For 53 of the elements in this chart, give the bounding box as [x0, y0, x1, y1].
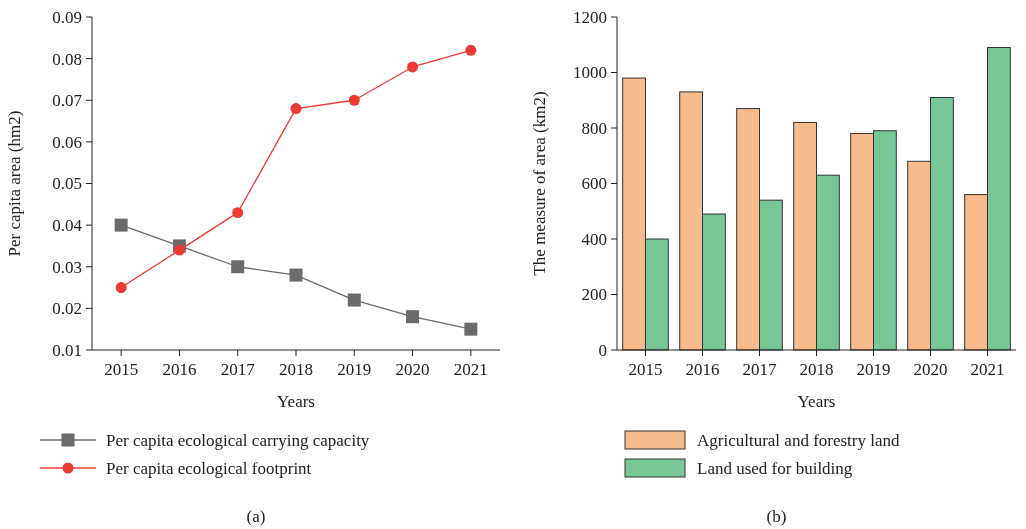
y-axis-title: The measure of area (km2) — [530, 91, 549, 276]
x-tick-label: 2015 — [628, 360, 663, 379]
y-tick-label: 1000 — [573, 63, 607, 83]
x-tick-label: 2017 — [220, 360, 256, 379]
x-tick-label: 2018 — [279, 360, 313, 379]
x-tick-label: 2017 — [742, 360, 777, 379]
point — [406, 310, 420, 324]
y-tick-label: 400 — [581, 229, 607, 249]
y-tick-label: 800 — [581, 118, 607, 138]
x-tick-label: 2021 — [970, 360, 1005, 379]
y-tick-label: 600 — [581, 174, 607, 194]
x-tick-label: 2018 — [799, 360, 834, 379]
point — [465, 44, 477, 56]
x-tick-label: 2015 — [104, 360, 139, 379]
x-axis-title: Years — [277, 392, 315, 411]
x-tick-label: 2019 — [337, 360, 372, 379]
y-tick-label: 0.04 — [52, 216, 83, 236]
point — [347, 293, 361, 307]
text: (b) — [766, 507, 787, 526]
y-tick-label: 0.08 — [52, 49, 82, 69]
x-tick-label: 2021 — [453, 360, 488, 379]
y-tick-label: 0.01 — [52, 340, 82, 360]
legend-label: Per capita ecological carrying capacity — [106, 430, 370, 450]
x-tick-label: 2019 — [856, 360, 891, 379]
point — [231, 260, 245, 274]
x-tick-label: 2016 — [162, 360, 197, 379]
legend-label: Agricultural and forestry land — [697, 430, 901, 450]
y-tick-label: 0.02 — [52, 299, 82, 319]
x-axis-title: Years — [797, 392, 836, 411]
x-tick-label: 2020 — [395, 360, 430, 379]
point — [289, 268, 303, 282]
y-tick-label: 0.05 — [52, 174, 82, 194]
y-tick-label: 0.07 — [52, 91, 83, 111]
x-tick-label: 2016 — [685, 360, 720, 379]
legend-label: Land used for building — [697, 458, 853, 478]
y-axis-title: Per capita area (hm2) — [5, 110, 24, 257]
point — [115, 282, 127, 294]
y-tick-label: 200 — [581, 285, 607, 305]
y-tick-label: 0 — [598, 340, 607, 360]
y-tick-label: 0.09 — [52, 7, 82, 27]
text: (a) — [246, 507, 266, 526]
point — [173, 244, 185, 256]
y-tick-label: 0.06 — [52, 132, 82, 152]
y-tick-label: 0.03 — [52, 257, 82, 277]
point — [464, 322, 478, 336]
x-tick-label: 2020 — [913, 360, 948, 379]
point — [348, 94, 360, 106]
y-tick-label: 1200 — [573, 7, 607, 27]
point — [114, 218, 128, 232]
point — [407, 61, 419, 73]
point — [232, 207, 244, 219]
legend-label: Per capita ecological footprint — [106, 458, 312, 478]
point — [290, 103, 302, 115]
